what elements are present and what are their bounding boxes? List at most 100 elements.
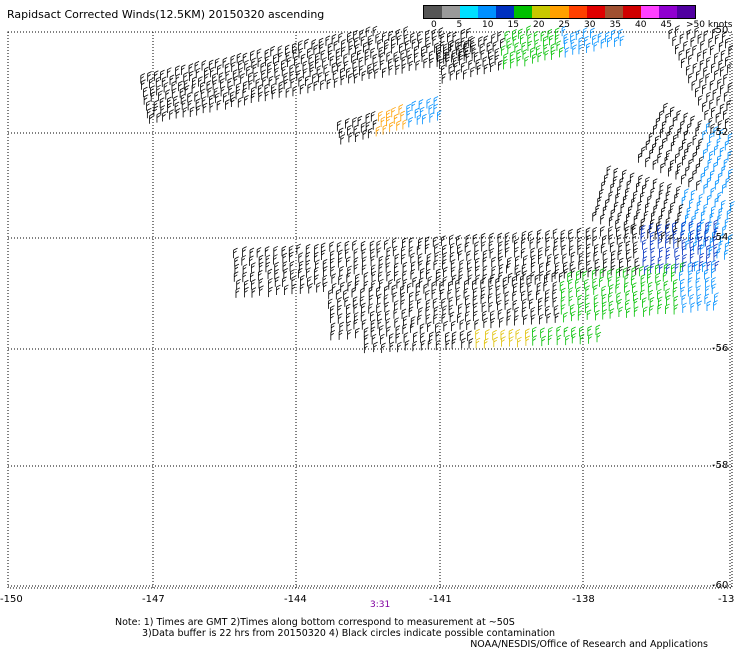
wind-barb-icon (328, 298, 333, 309)
wind-barb-icon (641, 146, 646, 157)
legend-swatch-10 (604, 6, 623, 18)
wind-barb-icon (602, 205, 608, 216)
wind-barb-icon (568, 278, 573, 290)
wind-barb-icon (687, 286, 693, 297)
wind-barb-icon (699, 252, 704, 264)
wind-barb-icon (520, 33, 525, 45)
wind-barb-icon (687, 277, 693, 288)
wind-barb-icon (615, 218, 620, 230)
wind-barb-icon (500, 45, 506, 56)
wind-barb-icon (714, 69, 719, 80)
wind-barb-icon (653, 204, 658, 215)
wind-barb-icon (250, 92, 256, 104)
wind-barb-icon (708, 246, 714, 257)
lon-label-138: -138 (572, 594, 595, 605)
wind-barb-icon (400, 299, 405, 310)
wind-barb-icon (458, 303, 463, 314)
wind-barb-icon (635, 264, 640, 275)
wind-barb-icon (394, 270, 399, 282)
wind-barb-icon (372, 53, 378, 65)
wind-barb-icon (495, 277, 500, 288)
wind-barb-icon (677, 211, 683, 222)
wind-barb-icon (632, 232, 638, 244)
wind-barb-icon (602, 249, 608, 261)
wind-barb-icon (489, 247, 495, 259)
wind-barb-icon (689, 252, 695, 264)
wind-barb-icon (611, 250, 616, 261)
wind-barb-icon (394, 253, 400, 265)
wind-barb-icon (676, 185, 681, 197)
wind-barb-icon (648, 132, 654, 143)
wind-barb-icon (357, 115, 363, 127)
wind-barb-icon (563, 268, 569, 279)
wind-barb-icon (291, 275, 297, 286)
wind-barb-icon (600, 214, 605, 225)
wind-barb-icon (587, 325, 593, 336)
wind-barb-icon (353, 30, 358, 41)
wind-barb-icon (362, 256, 367, 267)
wind-barb-icon (251, 86, 256, 97)
wind-barb-icon (508, 328, 514, 340)
wind-barb-icon (562, 253, 567, 264)
wind-barb-icon (224, 63, 230, 74)
wind-barb-icon (669, 159, 675, 170)
wind-barb-icon (236, 52, 242, 64)
wind-barb-icon (632, 224, 637, 235)
wind-barb-icon (611, 29, 616, 40)
wind-barb-icon (640, 289, 645, 300)
wind-barb-icon (504, 299, 510, 310)
wind-barb-icon (538, 313, 544, 325)
wind-barb-icon (258, 261, 264, 273)
wind-barb-icon (419, 323, 425, 334)
wind-barb-icon (679, 262, 685, 273)
wind-barb-icon (571, 310, 576, 322)
wind-barb-icon (577, 310, 583, 321)
wind-barb-icon (313, 80, 319, 91)
wind-barb-icon (457, 312, 462, 323)
wind-barb-icon (379, 278, 384, 290)
wind-barb-icon (704, 268, 709, 280)
wind-barb-icon (274, 67, 280, 78)
wind-barb-icon (385, 262, 391, 273)
legend-swatch-3 (478, 6, 497, 18)
wind-barb-icon (323, 266, 328, 277)
wind-barb-icon (407, 282, 412, 293)
legend-swatch-14 (676, 6, 695, 18)
wind-barb-icon (339, 321, 344, 333)
wind-barb-icon (379, 325, 384, 336)
footnote-line-1: Note: 1) Times are GMT 2)Times along bot… (115, 617, 515, 628)
wind-barb-icon (218, 72, 224, 83)
wind-barb-icon (424, 243, 430, 255)
wind-barb-icon (449, 234, 454, 245)
wind-barb-icon (414, 52, 419, 63)
wind-barb-icon (281, 245, 287, 257)
wind-barb-icon (191, 83, 197, 94)
lat-label-58: -58 (712, 460, 729, 471)
wind-barb-icon (304, 38, 309, 49)
wind-barb-icon (425, 29, 430, 41)
wind-barb-icon (711, 277, 716, 288)
wind-barb-icon (201, 96, 207, 107)
wind-barb-icon (423, 57, 429, 69)
wind-barb-icon (447, 31, 452, 43)
wind-barb-icon (673, 295, 679, 307)
wind-barb-icon (516, 270, 521, 281)
wind-barb-icon (417, 31, 422, 42)
wind-barb-icon (277, 45, 283, 56)
wind-barb-icon (149, 113, 154, 124)
wind-barb-icon (596, 331, 602, 343)
wind-barb-icon (475, 265, 480, 276)
wind-barb-icon (577, 294, 583, 306)
wind-barb-icon (663, 280, 669, 291)
wind-barb-icon (187, 99, 193, 111)
wind-barb-icon (672, 286, 678, 298)
wind-barb-icon (294, 55, 299, 66)
wind-barb-icon (441, 73, 447, 84)
wind-barb-icon (665, 112, 671, 124)
wind-barb-icon (178, 80, 183, 92)
wind-barb-icon (362, 41, 368, 53)
wind-barb-icon (433, 306, 439, 317)
wind-barb-icon (251, 57, 256, 69)
wind-barb-icon (400, 110, 405, 122)
wind-barb-icon (386, 246, 392, 258)
